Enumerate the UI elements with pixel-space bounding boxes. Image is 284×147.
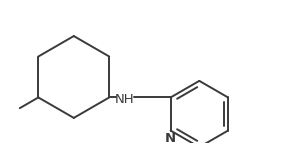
Text: N: N (165, 132, 176, 145)
Text: NH: NH (115, 93, 135, 106)
